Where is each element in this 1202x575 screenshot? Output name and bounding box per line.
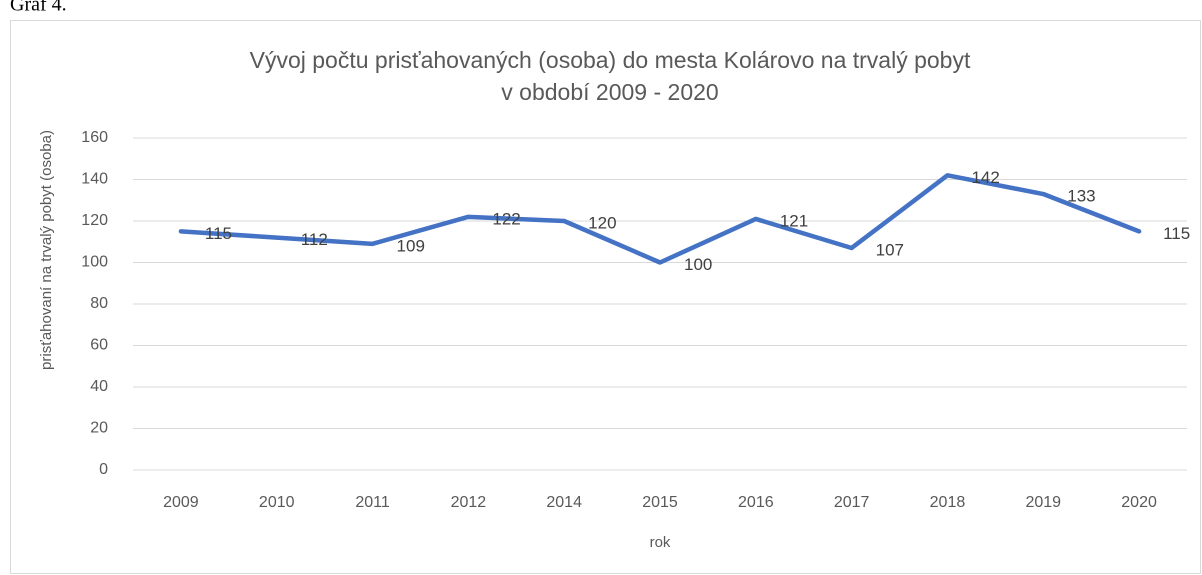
y-tick-label: 80 <box>90 295 108 312</box>
data-label: 122 <box>492 209 520 228</box>
x-tick-label: 2016 <box>738 494 774 511</box>
x-tick-label: 2011 <box>355 494 390 511</box>
data-label: 120 <box>588 213 616 232</box>
y-tick-label: 120 <box>81 212 108 229</box>
x-tick-label: 2017 <box>834 494 870 511</box>
y-tick-label: 40 <box>90 378 108 395</box>
y-axis-label: prisťahovaní na trvalý pobyt (osoba) <box>38 130 55 370</box>
data-label: 121 <box>780 211 808 230</box>
x-tick-label: 2018 <box>930 494 966 511</box>
x-tick-label: 2010 <box>259 494 295 511</box>
x-tick-label: 2019 <box>1025 494 1061 511</box>
data-label: 109 <box>397 236 425 255</box>
y-tick-label: 100 <box>81 254 108 271</box>
data-line <box>178 173 1142 265</box>
y-tick-label: 60 <box>90 337 108 354</box>
chart-title: Vývoj počtu prisťahovaných (osoba) do me… <box>250 47 971 73</box>
y-tick-label: 140 <box>81 171 108 188</box>
x-axis-label: rok <box>650 534 671 551</box>
chart-frame <box>10 20 1201 574</box>
x-tick-label: 2014 <box>546 494 582 511</box>
caption: Graf 4. <box>10 0 67 16</box>
data-label: 100 <box>684 255 712 274</box>
data-label: 133 <box>1067 187 1095 206</box>
data-label: 115 <box>205 224 232 243</box>
data-label: 112 <box>301 230 328 249</box>
x-tick-label: 2012 <box>451 494 487 511</box>
y-tick-label: 20 <box>90 420 108 437</box>
y-tick-label: 0 <box>99 461 108 478</box>
data-label: 142 <box>971 168 999 187</box>
chart-subtitle: v období 2009 - 2020 <box>501 79 718 105</box>
y-tick-label: 160 <box>81 129 108 146</box>
x-tick-label: 2015 <box>642 494 678 511</box>
data-label: 107 <box>876 240 904 259</box>
data-label: 115 <box>1163 224 1190 243</box>
x-tick-label: 2020 <box>1121 494 1157 511</box>
x-tick-label: 2009 <box>163 494 199 511</box>
